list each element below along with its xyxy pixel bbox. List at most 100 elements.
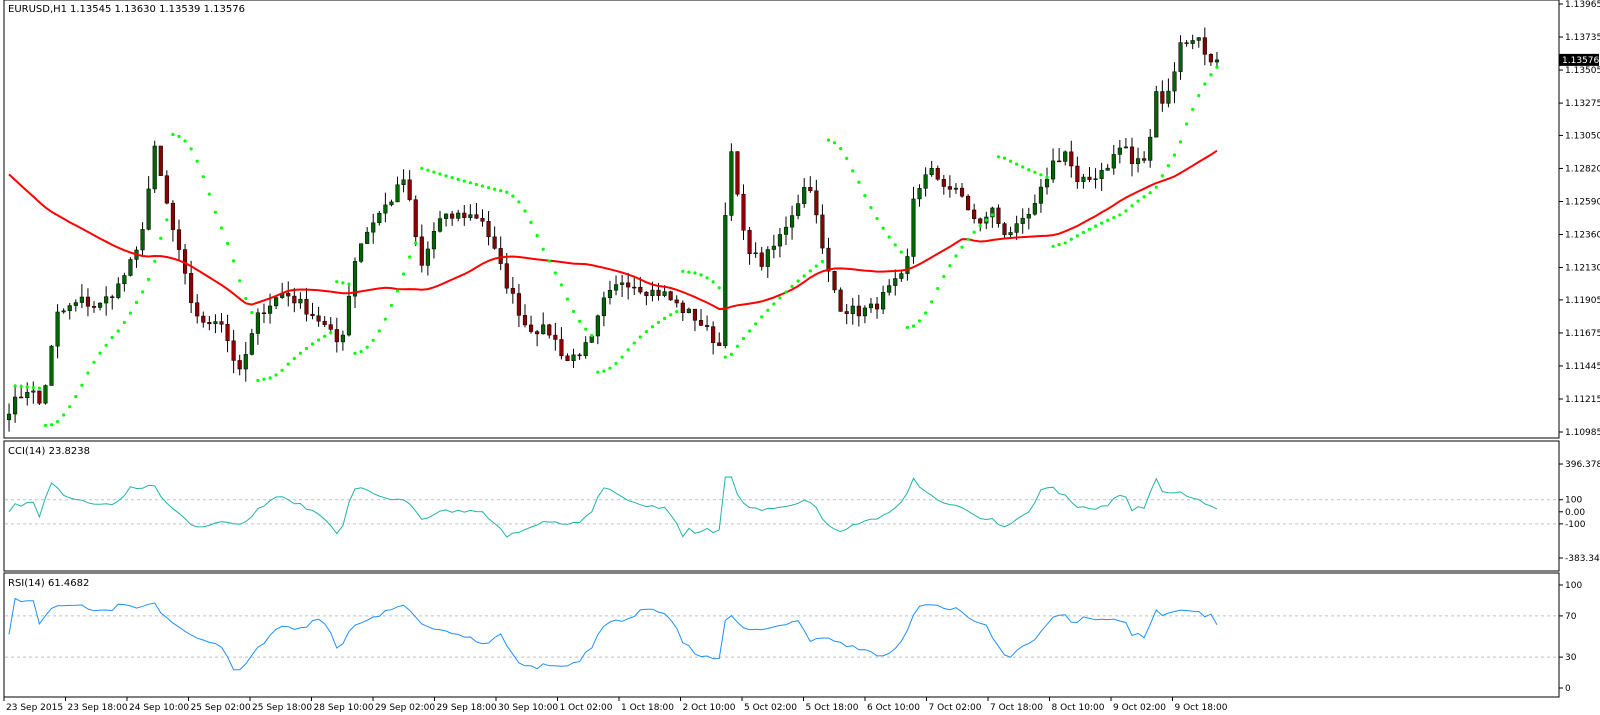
sar-dot (808, 269, 812, 273)
time-tick-label: 8 Oct 10:00 (1052, 703, 1105, 713)
sar-dot (1160, 174, 1164, 178)
candle-body (887, 285, 892, 293)
time-tick-label: 7 Oct 18:00 (990, 703, 1043, 713)
candle-body (231, 340, 236, 361)
candle-body (116, 283, 121, 298)
candle-body (110, 296, 115, 298)
sar-dot (25, 385, 29, 389)
sar-dot (1154, 185, 1158, 189)
sar-dot (729, 352, 733, 356)
sar-dot (832, 141, 837, 145)
sar-dot (292, 356, 296, 361)
price-tick-label: 1.12130 (1565, 264, 1600, 274)
candle-body (431, 231, 437, 250)
candle-body (747, 230, 752, 254)
rsi-tick-label: 30 (1565, 653, 1577, 663)
candle-body (407, 179, 412, 200)
candle-body (1081, 176, 1086, 183)
symbol-label: EURUSD,H1 (8, 4, 67, 15)
sar-dot (535, 233, 539, 238)
sar-dot (347, 282, 351, 286)
price-tick-label: 1.13965 (1565, 0, 1600, 10)
time-tick-label: 25 Sep 02:00 (191, 703, 251, 713)
sar-dot (262, 377, 266, 381)
candle-body (668, 291, 673, 301)
candle-body (577, 354, 582, 357)
sar-dot (1130, 204, 1134, 208)
candle-body (219, 321, 224, 325)
candlestick-series (6, 27, 1220, 432)
candle-body (310, 313, 315, 317)
candle-body (535, 331, 540, 335)
sar-dot (517, 200, 521, 204)
main-price-panel[interactable] (3, 0, 1560, 439)
candle-body (334, 329, 339, 343)
sar-dot (1027, 168, 1031, 172)
price-tick-label: 1.12360 (1565, 231, 1600, 241)
sar-dot (414, 241, 418, 245)
sar-dot (1203, 82, 1207, 86)
candle-body (1020, 217, 1025, 224)
price-tick-label: 1.13050 (1565, 131, 1600, 141)
sar-dot (456, 177, 460, 182)
candle-body (19, 396, 24, 399)
cci-title: CCI(14) 23.8238 (8, 446, 90, 457)
candle-body (905, 256, 910, 274)
candle-body (923, 174, 928, 189)
sar-dot (19, 384, 23, 389)
candle-body (796, 203, 801, 216)
candle-body (249, 333, 254, 355)
candle-body (1117, 147, 1122, 155)
candle-body (73, 302, 78, 306)
parabolic-sar-dots (13, 65, 1219, 428)
sar-dot (1069, 237, 1073, 241)
candle-body (322, 320, 327, 325)
sar-dot (238, 279, 242, 283)
sar-dot (523, 209, 527, 213)
sar-dot (814, 264, 818, 268)
time-tick-label: 5 Oct 02:00 (744, 703, 797, 713)
cci-panel[interactable] (3, 440, 1560, 572)
candle-body (1093, 178, 1098, 180)
candle-body (13, 396, 18, 415)
sar-dot (1112, 215, 1116, 220)
sar-dot (395, 289, 400, 293)
cci-tick-label: 0.00 (1565, 508, 1585, 518)
sar-dot (420, 166, 424, 170)
candle-body (1099, 170, 1104, 179)
sar-dot (1063, 241, 1067, 245)
cci-scale: 396.3788 100 0.00 -100 -383.3456 (1559, 460, 1600, 564)
candle-body (705, 325, 710, 327)
candle-body (1038, 186, 1044, 204)
candle-body (996, 207, 1001, 224)
candle-body (935, 168, 940, 180)
time-tick-label: 7 Oct 02:00 (929, 703, 982, 713)
sar-dot (122, 320, 126, 325)
sar-dot (80, 383, 84, 387)
sar-dot (389, 303, 394, 308)
candle-body (152, 145, 157, 190)
current-price-tag (1559, 53, 1599, 66)
candle-body (826, 247, 831, 272)
candle-body (25, 391, 30, 399)
sar-dot (250, 310, 254, 315)
sar-dot (966, 237, 970, 241)
candle-body (953, 187, 959, 190)
sar-dot (553, 271, 557, 275)
sar-dot (62, 413, 66, 417)
candle-body (444, 213, 449, 219)
candle-body (1154, 91, 1159, 138)
candle-body (698, 320, 704, 326)
candle-body (899, 273, 904, 279)
rsi-panel[interactable] (3, 572, 1560, 698)
candle-body (656, 289, 661, 296)
sar-dot (942, 274, 946, 279)
candle-body (850, 305, 855, 314)
sar-dot (741, 336, 746, 341)
sar-dot (268, 376, 272, 380)
candle-body (377, 212, 382, 224)
candle-body (492, 236, 497, 249)
candle-body (437, 218, 443, 232)
sar-dot (760, 315, 764, 319)
